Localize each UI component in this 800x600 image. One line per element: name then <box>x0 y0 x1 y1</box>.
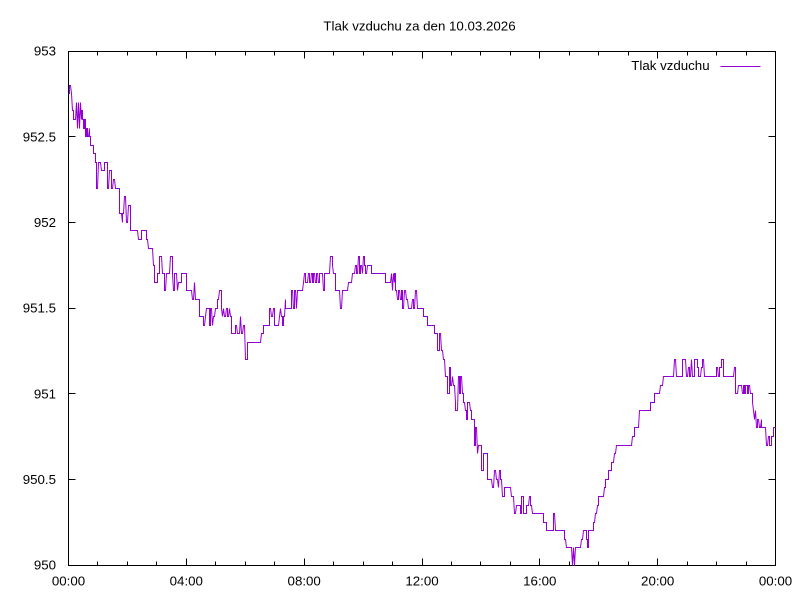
svg-text:Tlak vzduchu: Tlak vzduchu <box>631 58 709 73</box>
svg-text:952.5: 952.5 <box>23 129 56 144</box>
svg-text:950.5: 950.5 <box>23 472 56 487</box>
svg-text:16:00: 16:00 <box>523 573 556 588</box>
svg-text:951.5: 951.5 <box>23 301 56 316</box>
svg-text:04:00: 04:00 <box>170 573 203 588</box>
svg-text:00:00: 00:00 <box>52 573 85 588</box>
svg-text:952: 952 <box>34 215 56 230</box>
svg-text:12:00: 12:00 <box>405 573 438 588</box>
svg-text:950: 950 <box>34 558 56 573</box>
svg-text:953: 953 <box>34 44 56 59</box>
svg-text:08:00: 08:00 <box>288 573 321 588</box>
svg-text:Tlak vzduchu za den 10.03.2026: Tlak vzduchu za den 10.03.2026 <box>323 19 515 34</box>
svg-text:20:00: 20:00 <box>641 573 674 588</box>
svg-text:951: 951 <box>34 386 56 401</box>
svg-text:00:00: 00:00 <box>759 573 792 588</box>
